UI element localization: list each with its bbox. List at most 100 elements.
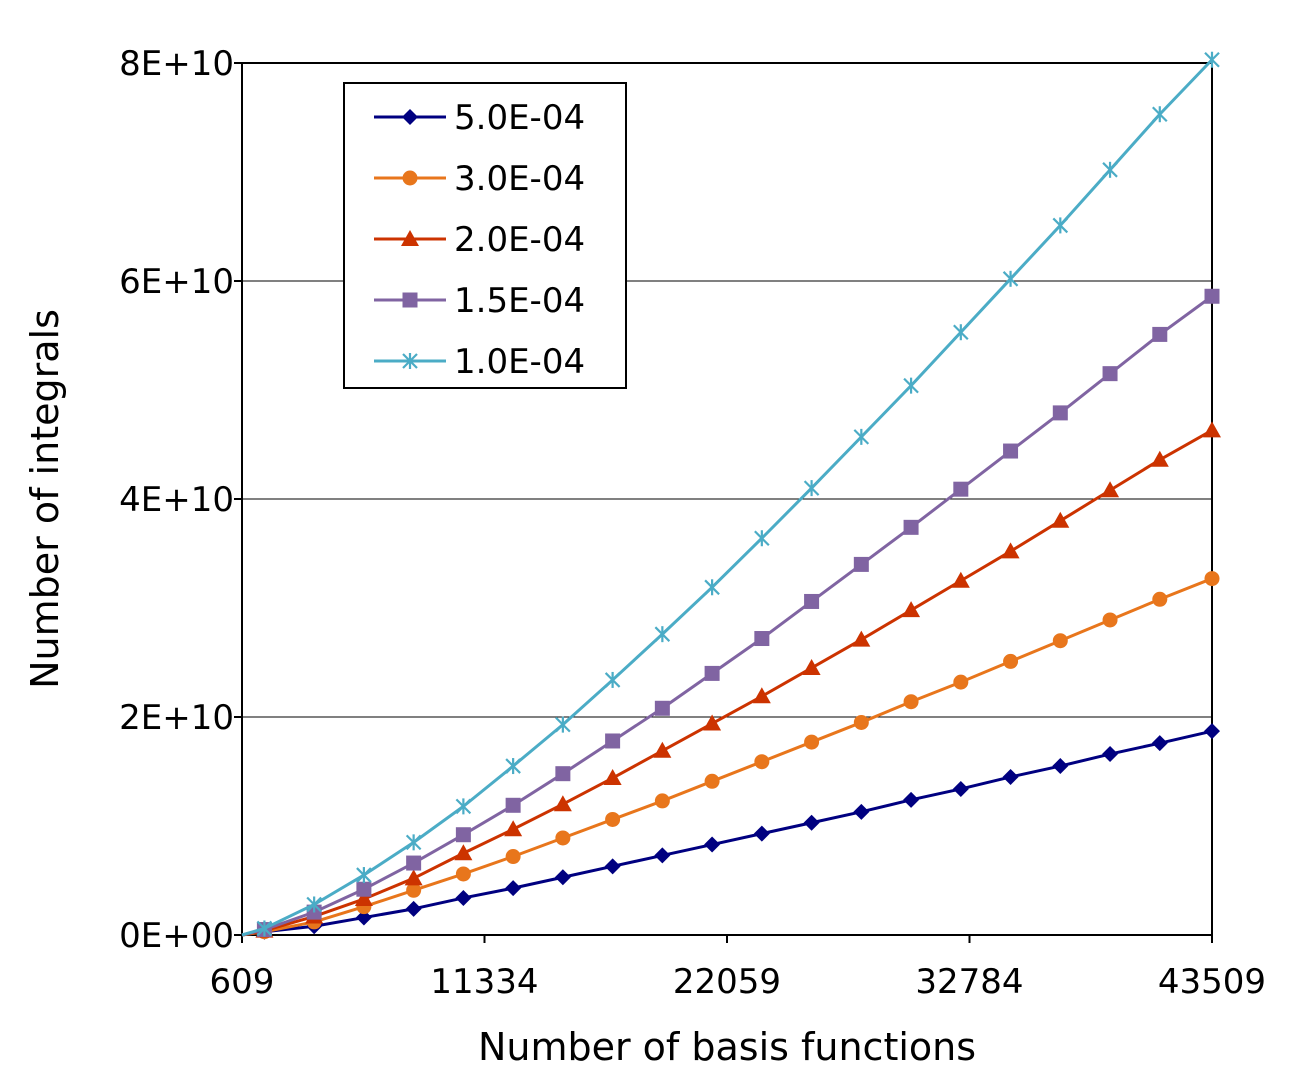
data-point <box>405 834 422 851</box>
data-point <box>704 773 720 789</box>
y-tick-label: 0E+00 <box>119 916 234 956</box>
legend: 5.0E-04 3.0E-04 2.0E-04 1.5E-04 1.0E-04 <box>343 82 627 389</box>
data-point <box>355 909 372 926</box>
series-1.5E-04 <box>241 288 1220 938</box>
legend-label: 1.0E-04 <box>454 342 585 382</box>
data-point <box>404 869 423 886</box>
data-point <box>853 428 870 445</box>
data-point <box>455 889 472 906</box>
legend-label: 3.0E-04 <box>454 159 585 199</box>
data-point <box>903 791 920 808</box>
x-tick-label: 22059 <box>673 962 781 1002</box>
data-point <box>1052 217 1069 234</box>
series-3.0E-04 <box>241 571 1220 940</box>
data-point <box>752 687 771 704</box>
data-point <box>505 797 521 813</box>
data-point <box>903 377 919 394</box>
data-point <box>1204 571 1220 587</box>
y-tick-label: 4E+10 <box>119 480 234 520</box>
data-point <box>1152 591 1168 607</box>
data-point <box>505 758 521 775</box>
legend-marker <box>401 230 419 246</box>
data-point <box>654 626 671 643</box>
data-point <box>804 593 820 609</box>
data-point <box>853 556 869 572</box>
data-point <box>555 716 571 733</box>
data-point <box>1003 653 1019 669</box>
data-point <box>753 825 770 842</box>
data-point <box>853 803 870 820</box>
data-point <box>1204 723 1220 740</box>
data-point <box>703 714 722 731</box>
y-tick-label: 6E+10 <box>119 262 234 302</box>
data-point <box>1102 746 1119 763</box>
data-point <box>1102 612 1118 628</box>
data-point <box>1203 421 1221 438</box>
data-point <box>803 814 820 831</box>
y-tick-label: 8E+10 <box>119 44 234 84</box>
data-point <box>754 754 770 770</box>
legend-label: 5.0E-04 <box>454 98 585 138</box>
data-point <box>852 630 871 647</box>
data-point <box>604 858 621 875</box>
data-point <box>1102 366 1118 382</box>
data-point <box>605 733 621 749</box>
data-point <box>1151 735 1168 752</box>
data-point <box>754 530 770 547</box>
data-point <box>555 766 571 782</box>
data-point <box>802 658 821 675</box>
data-point <box>1052 405 1068 421</box>
series-line <box>241 729 1213 937</box>
legend-box <box>343 82 627 389</box>
data-point <box>1204 288 1220 304</box>
legend-label: 2.0E-04 <box>454 220 585 260</box>
data-point <box>754 631 770 647</box>
data-point <box>406 855 422 871</box>
data-point <box>952 780 969 797</box>
data-point <box>356 867 372 884</box>
data-point <box>951 571 970 588</box>
series-2.0E-04 <box>241 421 1221 938</box>
legend-label: 1.5E-04 <box>454 281 585 321</box>
data-point <box>256 920 273 937</box>
data-point <box>803 480 820 497</box>
x-axis-title: Number of basis functions <box>478 1025 976 1069</box>
data-point <box>654 793 670 809</box>
data-point <box>354 890 373 907</box>
data-point <box>454 844 473 861</box>
data-point <box>1002 270 1019 287</box>
data-point <box>1002 768 1019 785</box>
data-point <box>953 324 969 341</box>
data-point <box>1052 633 1068 649</box>
data-point <box>704 836 721 853</box>
data-point <box>405 900 422 917</box>
legend-marker <box>402 109 418 125</box>
y-axis-title: Number of integrals <box>23 309 67 689</box>
data-point <box>554 869 571 886</box>
data-point <box>654 847 671 864</box>
data-point <box>1152 106 1168 123</box>
data-point <box>804 734 820 750</box>
data-point <box>1150 450 1169 467</box>
x-tick-label: 609 <box>210 962 275 1002</box>
series-line <box>241 577 1213 937</box>
data-point <box>455 827 471 843</box>
data-point <box>704 579 720 596</box>
data-point <box>1003 443 1019 459</box>
legend-marker <box>402 170 418 186</box>
data-point <box>853 714 869 730</box>
data-point <box>356 881 372 897</box>
data-point <box>953 674 969 690</box>
data-point <box>604 671 621 688</box>
data-point <box>653 741 672 758</box>
data-point <box>555 830 571 846</box>
series-line <box>241 295 1213 937</box>
series-5.0E-04 <box>241 723 1220 940</box>
data-point <box>903 694 919 710</box>
series-layer <box>241 51 1221 940</box>
data-point <box>1051 511 1070 528</box>
data-point <box>1101 481 1120 498</box>
data-point <box>603 769 622 786</box>
x-tick-label: 11334 <box>430 962 538 1002</box>
data-point <box>504 820 523 837</box>
